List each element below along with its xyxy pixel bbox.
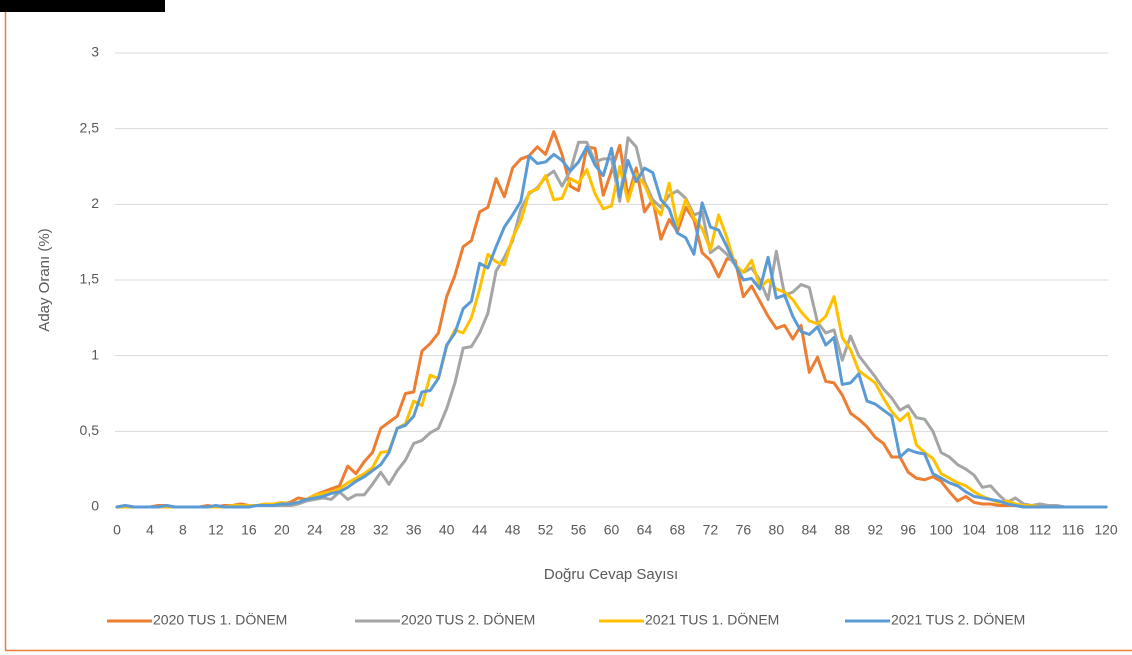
x-tick-label: 84	[802, 522, 818, 538]
x-axis-label: Doğru Cevap Sayısı	[544, 566, 678, 583]
y-tick-label: 1,5	[80, 271, 100, 287]
x-tick-label: 12	[208, 522, 224, 538]
series-line	[115, 145, 1108, 509]
x-tick-label: 44	[472, 522, 488, 538]
x-tick-label: 100	[929, 522, 953, 538]
x-tick-label: 76	[736, 522, 752, 538]
x-tick-label: 60	[604, 522, 620, 538]
y-tick-label: 2	[91, 195, 99, 211]
y-tick-label: 0	[91, 498, 99, 514]
y-tick-label: 3	[91, 44, 99, 60]
x-tick-label: 36	[406, 522, 422, 538]
legend-label: 2021 TUS 2. DÖNEM	[891, 611, 1025, 628]
series-line	[115, 130, 1108, 509]
x-tick-label: 112	[1029, 522, 1052, 538]
x-tick-label: 16	[241, 522, 257, 538]
x-tick-label: 48	[505, 522, 521, 538]
x-tick-label: 0	[113, 522, 121, 538]
x-tick-label: 88	[834, 522, 850, 538]
x-tick-label: 24	[307, 522, 323, 538]
x-tick-label: 96	[900, 522, 916, 538]
x-tick-label: 68	[670, 522, 686, 538]
x-tick-label: 116	[1062, 522, 1085, 538]
x-tick-label: 40	[439, 522, 455, 538]
x-tick-label: 104	[962, 522, 986, 538]
series-line	[115, 136, 1108, 509]
legend-label: 2020 TUS 2. DÖNEM	[401, 611, 535, 628]
x-tick-label: 52	[538, 522, 554, 538]
x-tick-label: 32	[373, 522, 389, 538]
y-tick-label: 2,5	[80, 119, 100, 135]
x-tick-label: 72	[703, 522, 719, 538]
x-tick-label: 4	[146, 522, 154, 538]
legend-label: 2021 TUS 1. DÖNEM	[645, 611, 779, 628]
x-tick-label: 120	[1094, 522, 1118, 538]
y-axis-label: Aday Oranı (%)	[36, 228, 53, 331]
x-tick-label: 80	[769, 522, 785, 538]
cropped-header	[0, 0, 165, 12]
legend-label: 2020 TUS 1. DÖNEM	[153, 611, 287, 628]
x-tick-label: 8	[179, 522, 187, 538]
x-tick-label: 92	[867, 522, 883, 538]
x-tick-label: 64	[637, 522, 653, 538]
x-tick-label: 56	[571, 522, 587, 538]
x-tick-label: 108	[995, 522, 1019, 538]
y-tick-label: 1	[91, 346, 99, 362]
x-tick-label: 20	[274, 522, 290, 538]
x-tick-label: 28	[340, 522, 356, 538]
series-line	[115, 165, 1108, 509]
y-tick-label: 0,5	[80, 422, 100, 438]
